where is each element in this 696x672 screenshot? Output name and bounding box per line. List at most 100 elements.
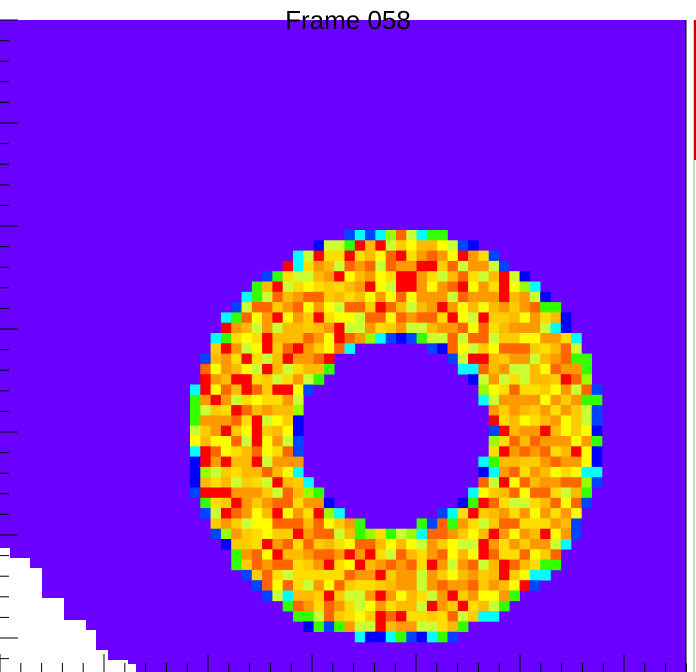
cell (344, 333, 356, 344)
cell (303, 322, 314, 334)
cell (488, 384, 500, 396)
cell (375, 528, 386, 540)
cell (241, 528, 253, 540)
cell (344, 559, 356, 571)
cell (282, 580, 294, 591)
cell (313, 559, 325, 571)
cell (272, 271, 283, 282)
cell (272, 466, 283, 478)
cell (385, 600, 397, 612)
cell (509, 518, 520, 529)
cell (344, 528, 356, 540)
cell (231, 518, 242, 529)
cell (571, 446, 582, 457)
cell (231, 487, 242, 499)
cell (385, 549, 397, 560)
cell (468, 260, 479, 272)
cell (251, 394, 263, 406)
cell (293, 374, 304, 385)
cell (251, 302, 263, 313)
cell (426, 343, 438, 354)
cell (509, 405, 520, 416)
cell (272, 405, 283, 416)
cell (262, 569, 273, 581)
cell (437, 611, 448, 622)
cell (540, 487, 551, 499)
cell (272, 333, 283, 344)
cell (426, 590, 438, 602)
cell (468, 487, 479, 499)
cell (365, 621, 376, 632)
cell (457, 600, 469, 612)
cell (210, 436, 222, 447)
cell (437, 559, 448, 571)
cell (406, 322, 417, 334)
cell (210, 425, 222, 437)
cell (231, 477, 242, 488)
cell (282, 312, 294, 323)
cell (200, 405, 211, 416)
cell (303, 518, 314, 529)
cell (529, 508, 541, 519)
cell (262, 436, 273, 447)
cell (293, 363, 304, 375)
cell (529, 312, 541, 323)
cell (447, 580, 459, 591)
cell (437, 343, 448, 354)
cell (478, 322, 489, 334)
cell (540, 394, 551, 406)
cell (251, 291, 263, 303)
cell (499, 374, 510, 385)
cell (499, 549, 510, 560)
cell (282, 322, 294, 334)
cell (323, 363, 335, 375)
cell (560, 456, 572, 468)
cell (529, 384, 541, 396)
cell (488, 518, 500, 529)
cell (344, 322, 356, 334)
cell (251, 580, 263, 591)
cell (591, 415, 603, 426)
cell (354, 518, 366, 529)
cell (437, 312, 448, 323)
cell (334, 302, 345, 313)
cell (220, 353, 232, 365)
cell (323, 240, 335, 251)
cell (591, 436, 603, 447)
cell (334, 343, 345, 354)
cell (468, 569, 479, 581)
cell (478, 374, 489, 385)
cell (550, 302, 562, 313)
cell (488, 446, 500, 457)
cell (426, 631, 438, 643)
cell (416, 260, 428, 272)
cell (499, 497, 510, 509)
cell (478, 559, 489, 571)
cell (303, 590, 314, 602)
cell (323, 600, 335, 612)
cell (529, 487, 541, 499)
cell (262, 487, 273, 499)
cell (262, 539, 273, 550)
cell (375, 539, 386, 550)
cell (323, 518, 335, 529)
cell (385, 539, 397, 550)
cell (416, 559, 428, 571)
cell (293, 569, 304, 581)
cell (426, 230, 438, 241)
empty-region (0, 548, 136, 672)
cell (272, 528, 283, 540)
cell (303, 569, 314, 581)
cell (447, 518, 459, 529)
cell (447, 343, 459, 354)
ring-cells (190, 230, 603, 643)
cell (509, 466, 520, 478)
cell (251, 374, 263, 385)
cell (560, 333, 572, 344)
cell (519, 487, 531, 499)
cell (241, 374, 253, 385)
cell (262, 322, 273, 334)
cell (519, 456, 531, 468)
cell (313, 590, 325, 602)
cell (190, 384, 201, 396)
